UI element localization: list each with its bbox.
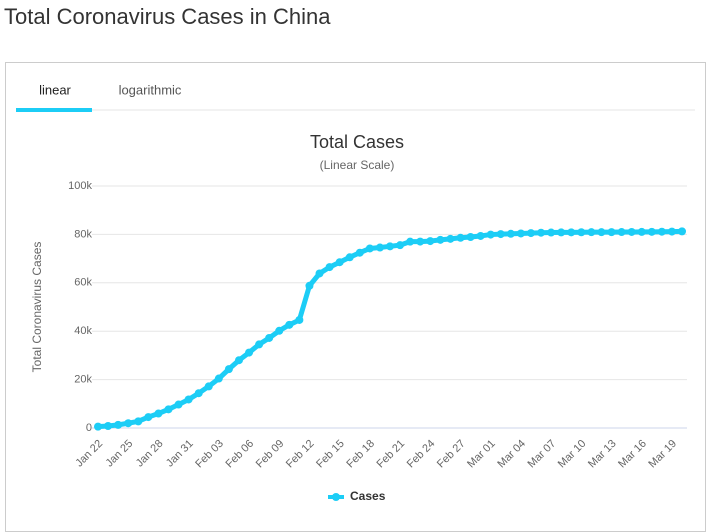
data-point <box>164 405 173 414</box>
x-tick-label: Feb 15 <box>314 438 347 471</box>
data-point <box>678 227 686 236</box>
x-tick-label: Feb 06 <box>224 438 257 471</box>
active-tab-underline <box>16 108 92 112</box>
data-point <box>144 413 153 422</box>
page-heading: Total Coronavirus Cases in China <box>4 4 331 29</box>
data-point <box>214 374 223 383</box>
x-tick-label: Feb 12 <box>284 438 317 471</box>
data-point <box>204 382 213 391</box>
data-point <box>194 389 203 398</box>
data-point <box>667 227 676 236</box>
legend-marker <box>332 493 340 501</box>
data-point <box>224 365 233 374</box>
data-point <box>647 227 656 236</box>
data-point <box>577 228 586 237</box>
data-point <box>537 228 546 237</box>
y-tick-label: 40k <box>74 325 92 337</box>
x-tick-label: Feb 09 <box>254 438 287 471</box>
data-point <box>305 281 314 290</box>
data-point <box>104 421 113 430</box>
data-point <box>476 231 485 240</box>
data-point <box>506 229 515 238</box>
x-tick-label: Mar 04 <box>495 438 528 471</box>
x-tick-label: Jan 28 <box>134 438 166 470</box>
x-tick-label: Feb 24 <box>405 438 438 471</box>
data-point <box>446 234 455 243</box>
data-point <box>587 228 596 237</box>
y-tick-label: 100k <box>68 180 92 192</box>
data-point <box>345 253 354 262</box>
data-point <box>375 243 384 252</box>
x-tick-label: Feb 27 <box>435 438 468 471</box>
x-tick-label: Feb 18 <box>344 438 377 471</box>
data-point <box>637 227 646 236</box>
data-point <box>114 420 123 429</box>
data-point <box>255 340 264 349</box>
data-point <box>174 400 183 409</box>
x-tick-label: Mar 13 <box>586 438 619 471</box>
data-point <box>94 422 102 431</box>
data-point <box>466 232 475 241</box>
data-point <box>496 230 505 239</box>
data-point <box>406 237 415 246</box>
data-point <box>265 333 274 342</box>
chart-title: Total Cases <box>310 132 404 152</box>
data-point <box>285 320 294 329</box>
data-point <box>516 229 525 238</box>
data-point <box>436 235 445 244</box>
y-tick-label: 60k <box>74 277 92 289</box>
y-tick-label: 0 <box>86 422 92 434</box>
legend-label: Cases <box>350 489 386 503</box>
x-tick-label: Jan 22 <box>73 438 105 470</box>
data-point <box>386 242 394 251</box>
data-point <box>134 417 143 426</box>
tab-linear[interactable]: linear <box>39 82 71 97</box>
data-point <box>617 228 626 237</box>
x-tick-label: Mar 16 <box>616 438 649 471</box>
y-axis-label: Total Coronavirus Cases <box>30 242 44 373</box>
x-tick-label: Jan 31 <box>164 438 196 470</box>
data-point <box>597 228 606 237</box>
data-point <box>245 348 254 357</box>
data-point <box>234 356 243 365</box>
data-point <box>154 409 163 418</box>
data-point <box>184 395 193 404</box>
data-point <box>295 315 304 324</box>
data-point <box>607 228 616 237</box>
data-point <box>416 237 425 246</box>
data-point <box>557 228 566 237</box>
data-point <box>325 263 334 272</box>
x-tick-label: Feb 03 <box>193 438 226 471</box>
x-tick-label: Jan 25 <box>104 438 136 470</box>
y-tick-label: 80k <box>74 228 92 240</box>
data-point <box>627 227 636 236</box>
x-tick-label: Feb 21 <box>375 438 408 471</box>
data-point <box>657 227 666 236</box>
data-point <box>426 237 435 246</box>
data-point <box>547 228 556 237</box>
data-point <box>396 241 405 250</box>
data-point <box>355 248 364 257</box>
data-point <box>315 269 324 278</box>
data-point <box>124 419 133 428</box>
data-point <box>275 326 284 335</box>
x-tick-label: Mar 10 <box>556 438 589 471</box>
x-tick-label: Mar 01 <box>465 438 498 471</box>
chart-subtitle: (Linear Scale) <box>320 158 395 172</box>
data-point <box>365 244 374 253</box>
data-point <box>486 230 495 239</box>
data-point <box>526 229 535 238</box>
data-point <box>456 233 465 242</box>
data-point <box>335 258 344 267</box>
x-tick-label: Mar 19 <box>646 438 679 471</box>
x-tick-label: Mar 07 <box>526 438 559 471</box>
tab-logarithmic[interactable]: logarithmic <box>119 82 182 97</box>
y-tick-label: 20k <box>74 374 92 386</box>
data-point <box>567 228 576 237</box>
